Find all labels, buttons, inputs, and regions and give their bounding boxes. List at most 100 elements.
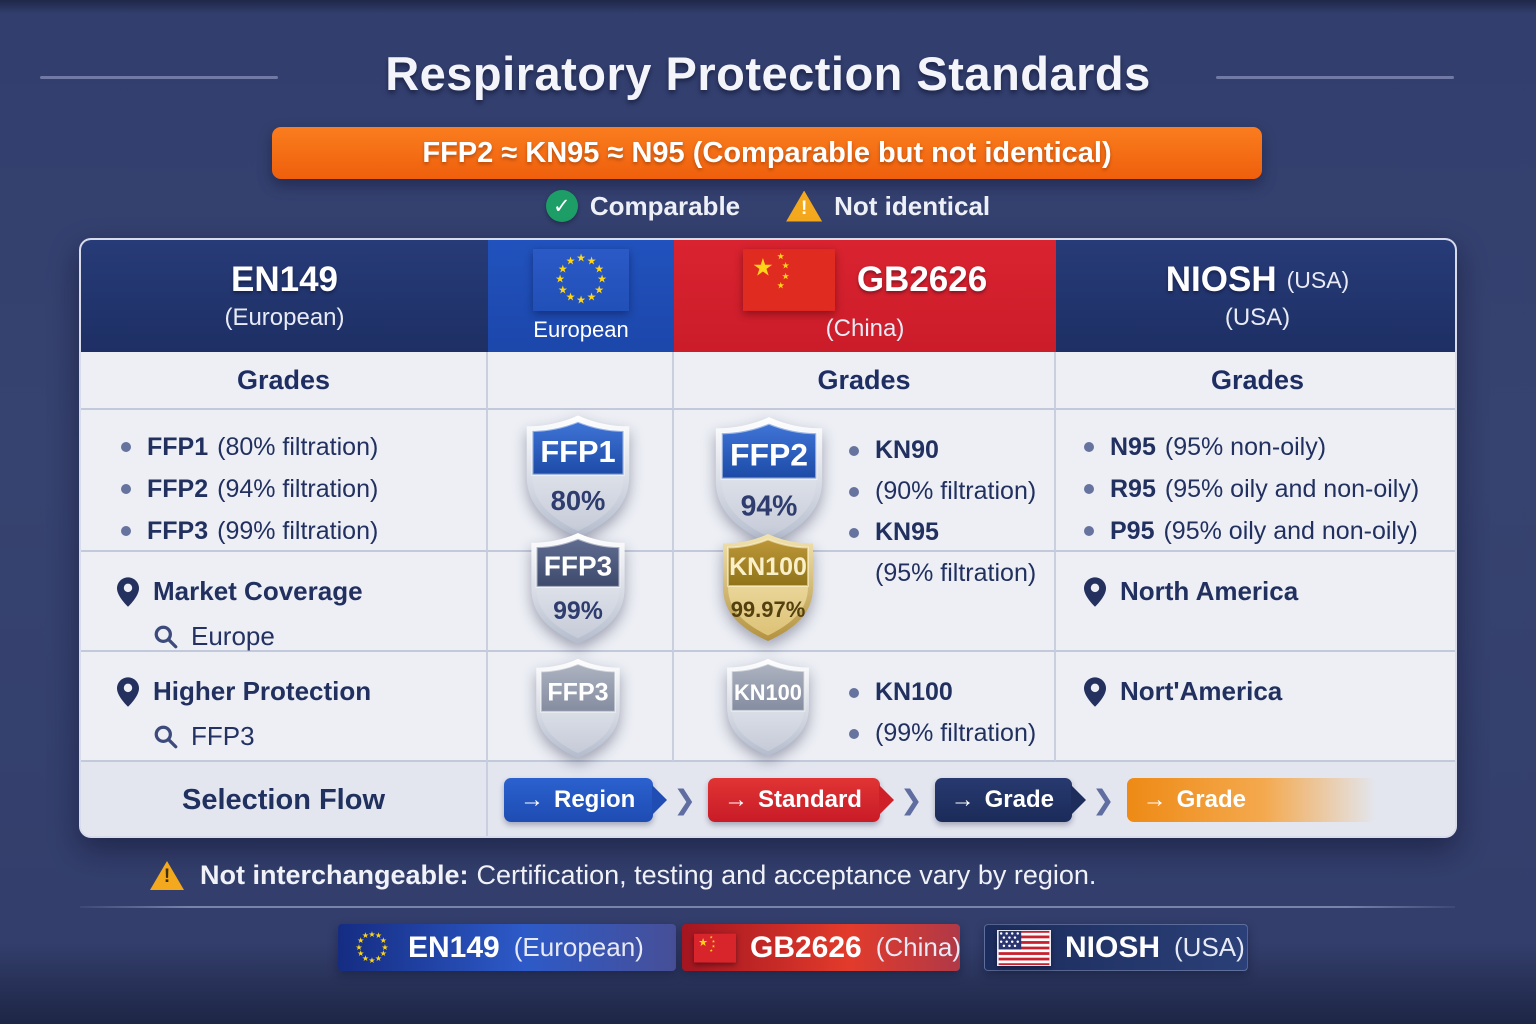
list-item: KN90 [849, 430, 1036, 471]
badge-ffp2-shield: FFP2 94% [715, 417, 823, 544]
header-en149: EN149 (European) [81, 240, 488, 352]
header-european: ★ ★ ★ ★ ★ ★ ★ ★ ★ ★ ★ ★ European [488, 240, 674, 352]
list-item: KN100 [849, 672, 1036, 713]
magnifier-icon [154, 625, 178, 648]
niosh-region-row-2: Nort'America [1056, 652, 1455, 707]
location-pin-icon [117, 676, 139, 707]
footer-legend-gb2626: GB2626 (China) [682, 924, 961, 971]
bullet-icon [1084, 442, 1094, 452]
list-item: R95 (95% oily and non-oily) [1084, 468, 1455, 510]
equivalence-banner: FFP2 ≈ KN95 ≈ N95 (Comparable but not id… [272, 127, 1262, 179]
header-gb2626-subtitle: (China) [825, 315, 905, 342]
footer-gb2626-code: GB2626 [750, 930, 862, 964]
higher-protection-value: FFP3 [191, 721, 255, 751]
badge-ffp3-gray-shield: FFP3 [536, 658, 620, 759]
list-item: (95% filtration) [875, 559, 1037, 587]
market-coverage-label: Market Coverage [153, 576, 363, 606]
market-coverage-row: Market Coverage [81, 552, 486, 607]
title-decor-line-left [40, 76, 278, 79]
footer-niosh-code: NIOSH [1065, 930, 1161, 964]
list-item: FFP3 (99% filtration) [121, 510, 486, 552]
svg-text:FFP3: FFP3 [547, 679, 608, 707]
china-flag-icon [694, 933, 736, 962]
market-coverage-value-row: Europe [81, 607, 486, 652]
badge-ffp3-shield: FFP3 99% [531, 533, 625, 644]
en149-higher-protection-cell: Higher Protection FFP3 [81, 652, 488, 762]
niosh-region-row-1: North America [1056, 552, 1455, 607]
list-item: N95 (95% non-oily) [1084, 426, 1455, 468]
bullet-icon [1084, 484, 1094, 494]
en149-grades-cell: FFP1 (80% filtration) FFP2 (94% filtration… [81, 410, 488, 552]
flow-step-grade-1: → Grade [934, 778, 1072, 822]
grades-heading-gb2626: Grades [674, 352, 1056, 410]
higher-protection-row: Higher Protection [81, 652, 486, 707]
china-flag-icon [742, 249, 835, 311]
badge-ffp1-shield: FFP1 80% [526, 415, 630, 538]
grades-heading-spacer [488, 352, 674, 410]
footer-en149-region: (European) [513, 932, 644, 962]
standards-comparison-table: EN149 (European) ★ ★ ★ ★ ★ ★ ★ ★ ★ ★ ★ ★ European G… [79, 238, 1457, 838]
bullet-icon [849, 687, 859, 698]
footer-legend-en149: ★ ★ ★ ★ ★ ★ ★ ★ ★ ★ ★ ★ EN149 (European) [338, 924, 676, 971]
svg-text:99.97%: 99.97% [731, 597, 806, 622]
chevron-separator-icon: ❯ [1091, 784, 1115, 815]
note-bold-text: Not interchangeable: [200, 860, 469, 890]
bullet-icon [849, 728, 859, 739]
footer-niosh-region: (USA) [1174, 932, 1245, 962]
selection-flow-steps: → Region ❯ → Standard ❯ → Grade ❯ → Grade [488, 762, 1455, 836]
arrow-icon: → [723, 786, 748, 813]
bullet-icon [1084, 526, 1094, 536]
svg-text:KN100: KN100 [729, 553, 807, 581]
legend-item-comparable: ✓ Comparable [545, 190, 740, 222]
note-text: Certification, testing and acceptance va… [476, 860, 1097, 890]
check-icon: ✓ [545, 190, 578, 222]
header-en149-title: EN149 [230, 260, 339, 299]
higher-protection-value-row: FFP3 [81, 707, 486, 752]
warning-icon: ! [150, 861, 184, 890]
bullet-icon [121, 526, 131, 536]
header-european-label: European [533, 317, 629, 342]
bullet-icon [849, 445, 859, 456]
comparability-legend: ✓ Comparable ! Not identical [0, 190, 1536, 222]
header-en149-subtitle: (European) [224, 304, 345, 331]
header-niosh-suffix: (USA) [1286, 266, 1350, 293]
higher-protection-label: Higher Protection [153, 676, 372, 706]
location-pin-icon [1084, 676, 1106, 707]
legend-item-not-identical: ! Not identical [786, 190, 990, 222]
badge-kn100-gold-shield: KN100 99.97% [723, 534, 813, 641]
magnifier-icon [154, 725, 178, 748]
list-item: FFP2 (94% filtration) [121, 468, 486, 510]
header-niosh-title: NIOSH [1165, 260, 1277, 299]
footer-gb2626-region: (China) [875, 932, 961, 962]
svg-text:94%: 94% [741, 490, 798, 522]
list-item: (99% filtration) [849, 713, 1036, 754]
market-coverage-value: Europe [191, 621, 275, 651]
svg-text:FFP1: FFP1 [540, 434, 615, 469]
niosh-region-1: North America [1120, 576, 1299, 606]
usa-flag-icon [997, 929, 1051, 966]
warning-icon: ! [786, 190, 823, 222]
flow-step-grade-2: → Grade [1126, 778, 1376, 822]
arrow-icon: → [1142, 786, 1167, 813]
flow-step-region: → Region [504, 778, 654, 822]
location-pin-icon [117, 576, 139, 607]
page-title: Respiratory Protection Standards [385, 47, 1151, 100]
svg-text:FFP3: FFP3 [544, 551, 612, 582]
svg-text:80%: 80% [551, 485, 606, 516]
grades-heading-niosh: Grades [1056, 352, 1455, 410]
title-decor-line-right [1216, 76, 1454, 79]
svg-text:FFP2: FFP2 [730, 437, 808, 473]
gb2626-kn100-list: KN100 (99% filtration) [849, 672, 1036, 754]
chevron-separator-icon: ❯ [673, 784, 696, 815]
arrow-icon: → [520, 786, 544, 813]
header-niosh: NIOSH (USA) (USA) [1056, 240, 1455, 352]
selection-flow-label: Selection Flow [81, 762, 488, 836]
flow-step-standard: → Standard [707, 778, 880, 822]
niosh-grades-cell: N95 (95% non-oily) R95 (95% oily and non-o… [1056, 410, 1455, 552]
header-gb2626-title: GB2626 [856, 260, 988, 299]
footer-legend-niosh: NIOSH (USA) [984, 924, 1248, 971]
equivalence-banner-text: FFP2 ≈ KN95 ≈ N95 (Comparable but not id… [422, 136, 1112, 169]
svg-text:KN100: KN100 [734, 680, 802, 705]
legend-not-identical-label: Not identical [834, 190, 991, 221]
niosh-region-2: Nort'America [1120, 676, 1283, 706]
